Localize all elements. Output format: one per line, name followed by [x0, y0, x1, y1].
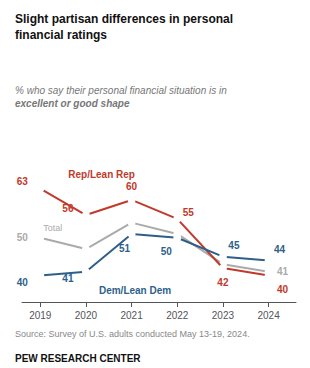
svg-text:excellent or good shape: excellent or good shape [15, 98, 130, 109]
svg-text:2020: 2020 [75, 310, 98, 321]
svg-text:55: 55 [183, 207, 195, 218]
svg-text:2023: 2023 [212, 310, 235, 321]
svg-text:44: 44 [274, 244, 286, 255]
svg-text:60: 60 [126, 181, 138, 192]
svg-text:2021: 2021 [120, 310, 143, 321]
svg-text:2024: 2024 [257, 310, 280, 321]
svg-text:40: 40 [277, 284, 289, 295]
svg-text:42: 42 [217, 277, 229, 288]
svg-text:Slight partisan differences in: Slight partisan differences in personal [15, 12, 233, 26]
svg-text:41: 41 [62, 273, 74, 284]
svg-text:2022: 2022 [166, 310, 189, 321]
svg-text:% who say their personal finan: % who say their personal financial situa… [15, 85, 227, 96]
svg-text:PEW RESEARCH CENTER: PEW RESEARCH CENTER [15, 353, 141, 364]
svg-text:50: 50 [17, 232, 29, 243]
svg-text:45: 45 [228, 240, 240, 251]
svg-text:51: 51 [119, 243, 131, 254]
svg-text:2019: 2019 [29, 310, 52, 321]
svg-text:63: 63 [17, 176, 29, 187]
svg-text:Rep/Lean Rep: Rep/Lean Rep [68, 169, 135, 180]
svg-text:financial ratings: financial ratings [15, 28, 107, 42]
svg-text:40: 40 [17, 277, 29, 288]
svg-text:56: 56 [62, 203, 74, 214]
svg-text:50: 50 [161, 246, 173, 257]
svg-text:Total: Total [43, 223, 62, 233]
svg-text:41: 41 [277, 266, 289, 277]
svg-text:Source: Survey of U.S. adults: Source: Survey of U.S. adults conducted … [15, 329, 250, 339]
svg-text:Dem/Lean Dem: Dem/Lean Dem [99, 285, 171, 296]
